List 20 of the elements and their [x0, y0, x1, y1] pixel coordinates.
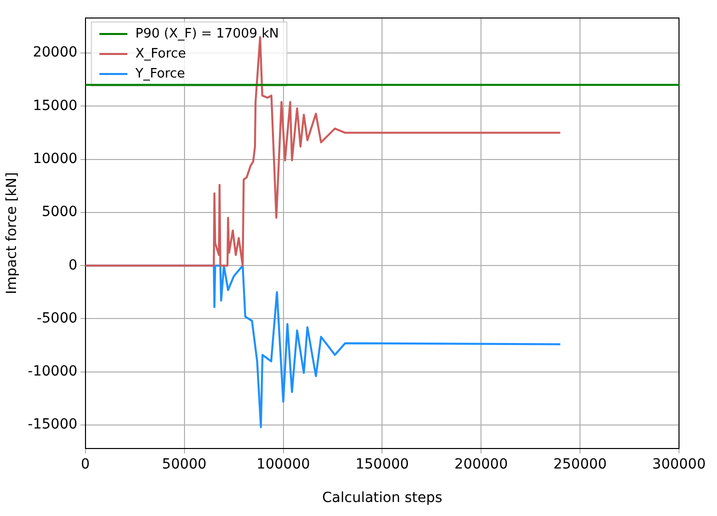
- x-tick-label: 100000: [256, 456, 310, 472]
- y-tick-label: 20000: [32, 44, 78, 61]
- y-tick-label: 10000: [32, 150, 78, 167]
- y-axis-title: Impact force [kN]: [4, 172, 20, 294]
- y-tick-label: 15000: [32, 98, 78, 114]
- y-tick-label: -10000: [28, 364, 78, 380]
- x-tick-label: 0: [80, 456, 90, 472]
- x-tick-label: 250000: [553, 456, 607, 472]
- x-tick-label: 200000: [454, 456, 508, 472]
- x-tick-label: 300000: [652, 456, 706, 472]
- x-axis-title: Calculation steps: [322, 490, 442, 506]
- x-tick-label: 50000: [162, 456, 207, 472]
- y-tick-label: 0: [68, 257, 78, 274]
- y-tick-label: 5000: [42, 204, 78, 220]
- x-tick-label: 150000: [355, 456, 409, 472]
- legend-label: Y_Force: [134, 66, 186, 82]
- y-tick-label: -5000: [36, 310, 78, 326]
- y-tick-label: -15000: [28, 416, 78, 433]
- legend-label: X_Force: [135, 46, 186, 62]
- legend-label: P90 (X_F) = 17009 kN: [135, 26, 279, 42]
